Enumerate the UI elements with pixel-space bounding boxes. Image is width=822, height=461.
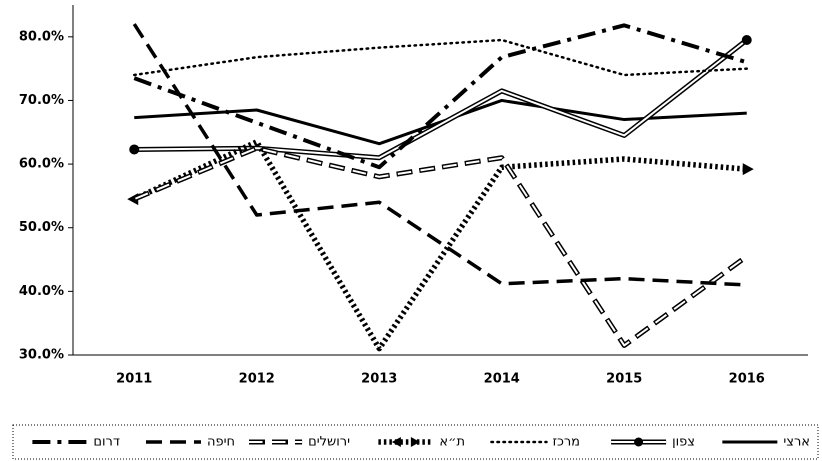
x-tick-label: 2016 [729, 372, 765, 387]
series-line-inner [133, 147, 748, 347]
y-tick-label: 40.0% [19, 284, 64, 299]
series-line [133, 145, 749, 348]
series-line [133, 139, 747, 352]
legend-box [12, 424, 819, 460]
series-line [133, 23, 748, 170]
legend-marker [634, 437, 644, 447]
y-tick-label: 70.0% [19, 93, 64, 108]
x-tick-label: 2014 [484, 372, 520, 387]
y-tick-label: 80.0% [19, 29, 64, 44]
x-tick-label: 2013 [361, 372, 397, 387]
y-tick-label: 30.0% [19, 348, 64, 363]
point-marker [129, 144, 140, 155]
point-marker [742, 163, 754, 176]
x-tick-label: 2015 [606, 372, 642, 387]
series-line [134, 38, 749, 161]
series-line [133, 38, 748, 77]
legend-label: ארצי [783, 435, 810, 450]
y-tick-label: 50.0% [19, 220, 64, 235]
x-tick-label: 2011 [116, 372, 152, 387]
x-tick-label: 2012 [239, 372, 275, 387]
legend-label: צפון [672, 435, 695, 450]
legend-label: דרום [93, 435, 120, 450]
point-marker [741, 35, 752, 45]
series-line [132, 23, 747, 287]
legend-label: ירושלים [308, 435, 350, 450]
legend-label: ת״א [439, 435, 465, 450]
y-tick-label: 60.0% [19, 157, 64, 172]
legend-label: מרכז [552, 435, 580, 450]
legend-marker [391, 437, 420, 447]
series-line-inner [134, 39, 748, 159]
legend-label: חיפה [207, 435, 235, 450]
